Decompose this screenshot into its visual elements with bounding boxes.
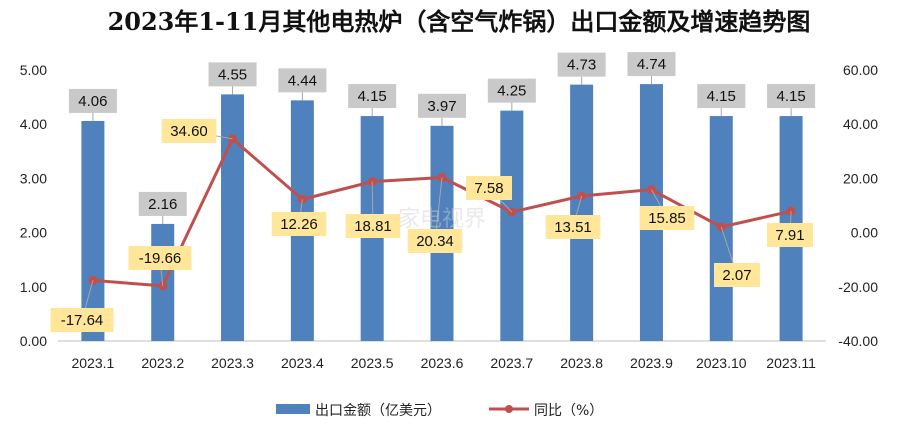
line-label-box — [50, 308, 114, 332]
left-axis-tick-label: 0.00 — [20, 333, 47, 349]
bar-label: 4.74 — [637, 56, 666, 73]
line-label: 12.26 — [280, 216, 318, 233]
bar — [500, 110, 524, 342]
x-axis-tick-label: 2023.8 — [560, 355, 603, 371]
bar-label: 4.44 — [288, 72, 317, 89]
line-label: 34.60 — [170, 123, 208, 140]
bar-label: 4.06 — [78, 93, 107, 110]
line-label: 13.51 — [554, 219, 592, 236]
bar-label-box — [487, 78, 536, 103]
line-label-box — [345, 214, 401, 238]
bar-label-box — [278, 68, 327, 93]
left-axis-tick-label: 5.00 — [20, 62, 47, 78]
x-axis-tick-label: 2023.4 — [281, 355, 324, 371]
line-label: 20.34 — [416, 233, 454, 250]
line-data-labels: -17.64 -19.66 34.60 12.26 18.81 20.34 7.58 13.5… — [50, 119, 813, 332]
bar-label-box — [138, 191, 187, 216]
bar-data-labels: 4.06 2.16 4.55 4.44 4.15 3.97 4.25 4.73 4.74 4.15… — [68, 52, 816, 216]
bar-label: 4.15 — [707, 88, 736, 105]
line-label-box — [128, 246, 192, 270]
x-axis-tick-label: 2023.11 — [766, 355, 816, 371]
right-axis-tick-label: 60.00 — [843, 62, 878, 78]
line-label: -19.66 — [139, 250, 182, 267]
x-axis-tick-label: 2023.5 — [351, 355, 394, 371]
x-axis-tick-label: 2023.7 — [490, 355, 533, 371]
line-label-box — [639, 206, 695, 230]
line-label: 7.91 — [775, 227, 804, 244]
line-label-box — [767, 223, 813, 247]
legend-line-marker — [505, 405, 513, 413]
bar-label-box — [348, 84, 397, 109]
line-label-box — [161, 119, 217, 143]
line-label: 15.85 — [648, 210, 686, 227]
bar — [570, 84, 594, 341]
x-axis-tick-label: 2023.9 — [630, 355, 673, 371]
line-label-box — [714, 263, 760, 287]
bar-label: 4.55 — [218, 66, 247, 83]
x-axis-tick-label: 2023.1 — [71, 355, 114, 371]
line-label-box — [545, 215, 601, 239]
watermark: 家电视界 — [398, 207, 486, 232]
bar-label-box — [627, 52, 676, 77]
right-axis-tick-label: -20.00 — [838, 279, 878, 295]
line-label: 18.81 — [354, 218, 392, 235]
bar-label-box — [418, 93, 466, 118]
line-label: 2.07 — [722, 267, 751, 284]
bar-label: 4.73 — [567, 57, 596, 74]
axes: 0.00 1.00 2.00 3.00 4.00 5.00 -40.00 -20.00 0.00… — [20, 62, 878, 371]
line-label: 7.58 — [474, 180, 503, 197]
bar-label: 3.97 — [427, 98, 456, 115]
right-axis-tick-label: 0.00 — [851, 225, 878, 241]
x-axis-tick-label: 2023.2 — [141, 355, 184, 371]
line-label-box — [271, 212, 327, 236]
bar — [81, 120, 105, 341]
bar-label: 4.15 — [358, 88, 387, 105]
left-axis-tick-label: 4.00 — [20, 116, 47, 132]
bar-label-box — [767, 84, 816, 109]
line-label: -17.64 — [61, 312, 104, 329]
right-axis-tick-label: 40.00 — [843, 116, 878, 132]
x-axis-tick-label: 2023.10 — [696, 355, 747, 371]
x-axis-tick-label: 2023.3 — [211, 355, 254, 371]
left-axis-tick-label: 2.00 — [20, 225, 47, 241]
bar-label: 4.15 — [776, 88, 805, 105]
bar-label-box — [68, 88, 117, 113]
right-axis-tick-label: -40.00 — [838, 333, 878, 349]
bar-label-box — [557, 52, 606, 77]
legend: 出口金额（亿美元） 同比（%） — [276, 403, 603, 419]
bar-label-box — [208, 62, 257, 87]
left-axis-tick-label: 3.00 — [20, 170, 47, 186]
line-label-box — [407, 229, 463, 253]
chart-title: 2023年1-11月其他电热炉（含空气炸锅）出口金额及增速趋势图 — [108, 7, 811, 36]
legend-bar-label: 出口金额（亿美元） — [315, 403, 441, 419]
x-axis-tick-label: 2023.6 — [421, 355, 464, 371]
line-label-box — [466, 176, 512, 200]
bar-label: 4.25 — [497, 83, 526, 100]
bar — [221, 94, 245, 341]
legend-line-label: 同比（%） — [534, 403, 603, 419]
bar-label: 2.16 — [148, 196, 177, 213]
legend-bar-swatch — [276, 404, 310, 414]
right-axis-tick-label: 20.00 — [843, 170, 878, 186]
left-axis-tick-label: 1.00 — [20, 279, 47, 295]
bar-label-box — [697, 84, 746, 109]
